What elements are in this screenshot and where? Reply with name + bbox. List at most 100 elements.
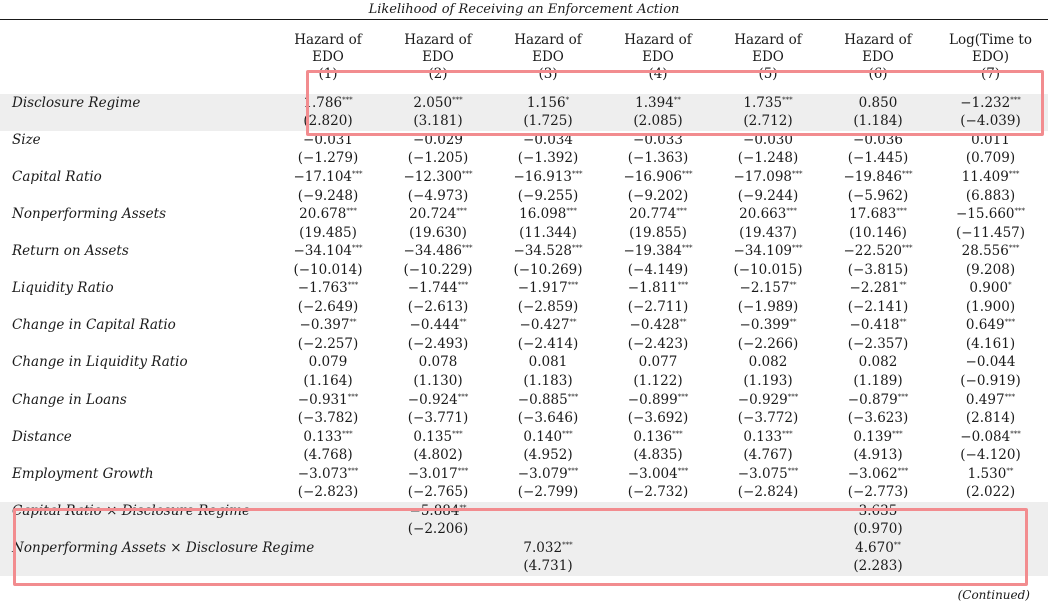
- coefficient-cell: 0.077: [603, 354, 713, 373]
- significance-stars: ***: [902, 244, 913, 253]
- coefficient-value: 20.678: [299, 206, 347, 223]
- coefficient-value: −2.157: [739, 280, 790, 297]
- table-row-tstat: (2.820) (3.181) (1.725) (2.085) (2.712) (1.18…: [0, 112, 1048, 132]
- coefficient-cell: [933, 539, 1048, 558]
- table-row: Liquidity Ratio −1.763*** −1.744*** −1.917*…: [0, 279, 1048, 298]
- coefficient-cell: 28.556***: [933, 242, 1048, 261]
- t-statistic-cell: (9.208): [965, 261, 1016, 278]
- t-statistic-cell: (2.283): [823, 557, 933, 577]
- column-header-line: Hazard of: [734, 32, 802, 48]
- t-statistic-cell: (19.855): [629, 224, 687, 241]
- coefficient-value: −3.079: [517, 465, 568, 482]
- t-statistic-cell: (−3.771): [407, 410, 469, 427]
- coefficient-value: −2.281: [849, 280, 900, 297]
- significance-stars: ***: [682, 244, 693, 253]
- coefficient-value: 1.156: [526, 94, 566, 111]
- table-row: Employment Growth −3.073*** −3.017*** −3.07…: [0, 465, 1048, 484]
- coefficient-value: 0.077: [638, 354, 678, 371]
- t-statistic-cell: (−0.919): [960, 372, 1021, 389]
- coefficient-value: −0.924: [407, 391, 458, 408]
- column-header-line: Hazard of: [294, 32, 362, 48]
- coefficient-cell: [713, 539, 823, 558]
- coefficient-cell: [603, 539, 713, 558]
- significance-stars: ***: [792, 244, 803, 253]
- t-statistic-cell: (−1.445): [847, 150, 909, 167]
- column-header-line: Hazard of: [624, 32, 692, 48]
- column-header-line: EDO: [752, 49, 784, 65]
- t-statistic-cell: (1.130): [413, 372, 463, 389]
- table-row-tstat: (−2.649) (−2.613) (−2.859) (−2.711) (−1.989)…: [0, 298, 1048, 317]
- coefficient-value: 0.136: [633, 428, 673, 445]
- coefficient-value: 20.774: [629, 206, 677, 223]
- coefficient-value: 28.556: [961, 243, 1009, 260]
- t-statistic-cell: (−2.765): [407, 484, 469, 501]
- table-row: Change in Liquidity Ratio 0.079 0.078 0.081…: [0, 354, 1048, 373]
- coefficient-cell: −0.428**: [603, 317, 713, 336]
- significance-stars: ***: [457, 281, 469, 290]
- significance-stars: ***: [1010, 95, 1021, 104]
- significance-stars: ***: [452, 95, 463, 104]
- table-row-tstat: (−2.206) (0.970): [0, 520, 1048, 540]
- coefficient-cell: 0.133***: [273, 428, 383, 447]
- coefficient-cell: 4.670**: [823, 539, 933, 558]
- significance-stars: ***: [452, 429, 463, 438]
- coefficient-cell: −3.073***: [273, 465, 383, 484]
- coefficient-cell: 17.683***: [823, 205, 933, 224]
- t-statistic-cell: (−3.772): [737, 410, 799, 427]
- significance-stars: ***: [792, 169, 803, 178]
- significance-stars: ***: [342, 95, 353, 104]
- t-statistic-cell: (−2.773): [847, 484, 909, 501]
- coefficient-value: −0.084: [960, 428, 1011, 445]
- t-statistic-cell: (−3.782): [297, 410, 359, 427]
- significance-stars: **: [569, 318, 577, 327]
- coefficient-cell: −1.917***: [493, 279, 603, 298]
- table-row-tstat: (−3.782) (−3.771) (−3.646) (−3.692) (−3.772)…: [0, 409, 1048, 428]
- t-statistic-cell: (1.183): [523, 372, 573, 389]
- coefficient-value: −5.884: [409, 502, 460, 519]
- coefficient-value: −0.899: [627, 391, 678, 408]
- t-statistic-cell: (−2.141): [847, 298, 909, 315]
- coefficient-cell: −17.104***: [273, 168, 383, 187]
- coefficient-value: 0.497: [965, 391, 1005, 408]
- coefficient-cell: −17.098***: [713, 168, 823, 187]
- table-row-tstat: (4.731) (2.283): [0, 557, 1048, 577]
- coefficient-value: −17.104: [293, 168, 353, 185]
- coefficient-value: 0.850: [858, 94, 898, 111]
- coefficient-value: −22.520: [843, 243, 903, 260]
- significance-stars: ***: [782, 95, 793, 104]
- row-label-blank: [0, 372, 273, 391]
- coefficient-value: −34.109: [733, 243, 793, 260]
- significance-stars: ***: [462, 169, 473, 178]
- column-header-line: EDO: [532, 49, 564, 65]
- t-statistic-cell: (−3.646): [517, 410, 579, 427]
- coefficient-cell: −3.075***: [713, 465, 823, 484]
- column-header-1: Hazard of EDO (1): [273, 32, 383, 83]
- column-header-line: Hazard of: [514, 32, 582, 48]
- column-header-3: Hazard of EDO (3): [493, 32, 603, 83]
- coefficient-cell: [713, 502, 823, 521]
- t-statistic-cell: (−4.149): [627, 261, 689, 278]
- coefficient-value: 0.079: [308, 354, 348, 371]
- significance-stars: ***: [566, 207, 577, 216]
- coefficient-cell: −12.300***: [383, 168, 493, 187]
- significance-stars: ***: [677, 281, 689, 290]
- significance-stars: ***: [676, 207, 687, 216]
- coefficient-cell: −1.811***: [603, 279, 713, 298]
- significance-stars: ***: [352, 244, 363, 253]
- column-header-4: Hazard of EDO (4): [603, 32, 713, 83]
- coefficient-value: −0.931: [297, 391, 348, 408]
- t-statistic-cell: (0.709): [965, 150, 1016, 167]
- column-header-line: (1): [318, 66, 338, 82]
- coefficient-value: −1.811: [627, 280, 678, 297]
- significance-stars: *: [565, 95, 570, 104]
- coefficient-value: 0.082: [748, 354, 788, 371]
- coefficient-value: 0.011: [971, 131, 1010, 148]
- coefficient-value: −19.384: [623, 243, 683, 260]
- significance-stars: **: [1006, 466, 1014, 475]
- coefficient-value: 1.786: [303, 94, 343, 111]
- coefficient-cell: −34.109***: [713, 242, 823, 261]
- coefficient-cell: −0.033: [603, 131, 713, 150]
- row-label-blank: [0, 409, 273, 428]
- significance-stars: **: [893, 540, 901, 549]
- t-statistic-cell: [933, 520, 1048, 540]
